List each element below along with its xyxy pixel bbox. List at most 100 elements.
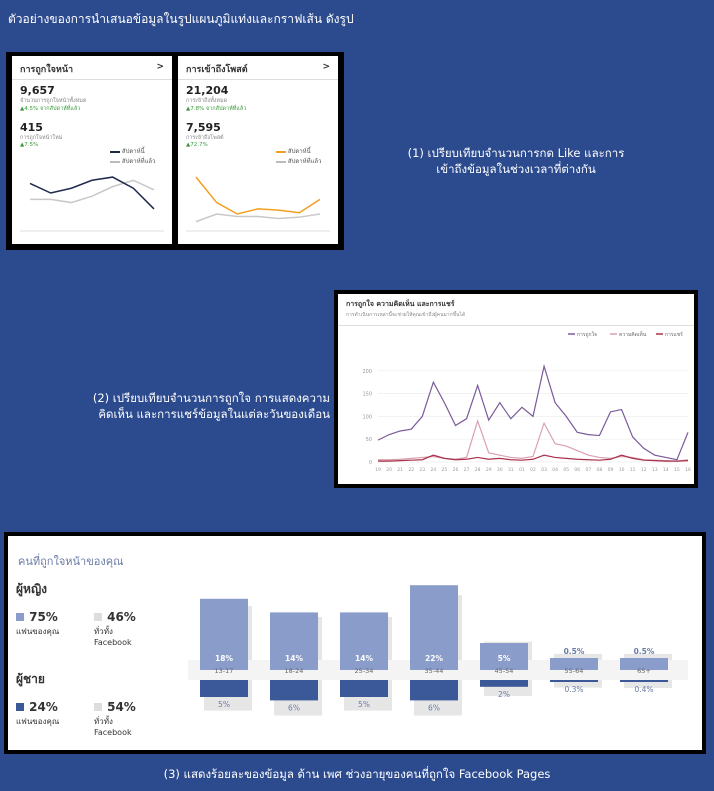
caption-2-line-2: คิดเห็น และการแชร์ข้อมูลในแต่ละวันของเดื… bbox=[98, 407, 330, 421]
likes-card-header[interactable]: การถูกใจหน้า > bbox=[12, 56, 172, 80]
divider bbox=[338, 325, 694, 326]
women-bar bbox=[200, 598, 248, 670]
legend-this-week: สัปดาห์นี้ bbox=[121, 148, 145, 155]
x-tick-label: 05 bbox=[563, 467, 569, 473]
total-reach-label: การเข้าถึงทั้งหมด bbox=[186, 98, 228, 104]
new-likes-label: การถูกใจหน้าใหม่ bbox=[20, 135, 63, 141]
facebook-women-bar bbox=[554, 653, 602, 660]
reach-card-header[interactable]: การเข้าถึงโพสต์ > bbox=[178, 56, 338, 80]
men-bar bbox=[270, 680, 318, 701]
facebook-men-bar bbox=[554, 680, 602, 688]
men-fans-stat: 24% แฟนของคุณ bbox=[16, 696, 59, 728]
facebook-swatch bbox=[94, 703, 102, 711]
likes-card[interactable]: การถูกใจหน้า > 9,657 จำนวนการถูกใจหน้าทั… bbox=[12, 56, 172, 244]
legend-swatch-last-week bbox=[276, 160, 286, 163]
y-tick-label: 50 bbox=[366, 437, 372, 443]
women-bar bbox=[410, 585, 458, 670]
x-tick-label: 12 bbox=[641, 467, 647, 473]
x-tick-label: 19 bbox=[375, 467, 381, 473]
x-tick-label: 27 bbox=[464, 467, 470, 473]
women-fans-stat: 75% แฟนของคุณ bbox=[16, 606, 59, 638]
age-category-label: 65+ bbox=[637, 667, 651, 675]
men-facebook-label-1: ทั่วทั้ง bbox=[94, 717, 113, 726]
women-bar-label: 18% bbox=[215, 654, 233, 663]
x-tick-label: 13 bbox=[652, 467, 658, 473]
total-likes-value: 9,657 bbox=[20, 84, 55, 97]
x-tick-label: 07 bbox=[585, 467, 591, 473]
x-tick-label: 04 bbox=[552, 467, 558, 473]
legend-swatch-last-week bbox=[110, 160, 120, 163]
women-bar bbox=[480, 643, 528, 670]
x-tick-label: 10 bbox=[619, 467, 625, 473]
women-bar bbox=[270, 612, 318, 670]
likes-legend: สัปดาห์นี้ สัปดาห์ที่แล้ว bbox=[110, 146, 155, 166]
men-facebook-pct: 54% bbox=[107, 700, 136, 714]
legend-label-2: การแชร์ bbox=[665, 331, 683, 338]
age-category-label: 45-54 bbox=[495, 667, 514, 675]
legend-swatch-this-week bbox=[110, 150, 120, 153]
caption-2: (2) เปรียบเทียบจำนวนการถูกใจ การแสดงความ… bbox=[20, 390, 330, 422]
age-category-label: 55-64 bbox=[565, 667, 584, 675]
women-bar-label: 14% bbox=[285, 654, 303, 663]
x-tick-label: 22 bbox=[408, 467, 414, 473]
men-bar-label: 2% bbox=[498, 690, 510, 699]
x-tick-label: 01 bbox=[519, 467, 525, 473]
series-line-2 bbox=[378, 454, 689, 462]
likes-card-title: การถูกใจหน้า bbox=[20, 65, 74, 75]
page-title: ตัวอย่างของการนำเสนอข้อมูลในรูปแผนภูมิแท… bbox=[8, 12, 354, 26]
women-bar bbox=[620, 658, 668, 670]
women-bar bbox=[550, 658, 598, 670]
post-reach-label: การเข้าถึงโพสต์ bbox=[186, 135, 224, 141]
new-likes-change: ▲7.5% bbox=[20, 142, 39, 148]
y-tick-label: 0 bbox=[369, 460, 372, 466]
likes-line-chart bbox=[20, 176, 164, 232]
chevron-right-icon[interactable]: > bbox=[156, 62, 164, 72]
women-bar-label: 0.5% bbox=[564, 647, 585, 656]
women-bar-label: 5% bbox=[498, 654, 511, 663]
x-tick-label: 28 bbox=[475, 467, 481, 473]
series-line-1 bbox=[195, 213, 321, 223]
women-bar-label: 14% bbox=[355, 654, 373, 663]
caption-1-line-2: เข้าถึงข้อมูลในช่วงเวลาที่ต่างกัน bbox=[436, 162, 596, 176]
age-gender-bar-chart: 18% 5% 13-17 14% 6% 18-24 14% 5% 25-34 22% 6% 35-44… bbox=[188, 585, 688, 716]
legend-label-1: ความคิดเห็น bbox=[619, 330, 647, 338]
series-line-1 bbox=[378, 419, 689, 462]
series-line-0 bbox=[29, 176, 155, 210]
women-bar-label: 0.5% bbox=[634, 647, 655, 656]
chevron-right-icon[interactable]: > bbox=[322, 62, 330, 72]
engagement-panel: การถูกใจ ความคิดเห็น และการแชร์ การดำเนิ… bbox=[334, 290, 698, 488]
men-fans-label: แฟนของคุณ bbox=[16, 717, 60, 726]
facebook-women-bar bbox=[624, 653, 672, 660]
women-label: ผู้หญิง bbox=[16, 582, 48, 596]
facebook-swatch bbox=[94, 613, 102, 621]
total-likes-label: จำนวนการถูกใจหน้าทั้งหมด bbox=[20, 98, 87, 104]
men-bar bbox=[550, 680, 598, 682]
caption-1: (1) เปรียบเทียบจำนวนการกด Like และการ เข… bbox=[386, 145, 646, 177]
total-likes-change: ▲4.5% จากสัปดาห์ที่แล้ว bbox=[20, 106, 81, 112]
x-tick-label: 20 bbox=[386, 467, 392, 473]
legend-this-week: สัปดาห์นี้ bbox=[287, 148, 311, 155]
x-tick-label: 08 bbox=[597, 467, 603, 473]
x-tick-label: 31 bbox=[508, 467, 514, 473]
women-fans-pct: 75% bbox=[29, 610, 58, 624]
engagement-subtitle: การดำเนินการเหล่านี้จะช่วยให้คุณเข้าถึงผ… bbox=[346, 312, 466, 318]
engagement-line-chart: การถูกใจ ความคิดเห็น การแชร์ 05 0 10 01 50 200 19… bbox=[362, 330, 691, 473]
y-tick-label: 200 bbox=[362, 369, 372, 375]
reach-card[interactable]: การเข้าถึงโพสต์ > 21,204 การเข้าถึงทั้งห… bbox=[178, 56, 338, 244]
series-line-1 bbox=[30, 179, 155, 204]
reach-legend: สัปดาห์นี้ สัปดาห์ที่แล้ว bbox=[276, 146, 321, 166]
women-facebook-label-2: Facebook bbox=[94, 638, 132, 647]
x-tick-label: 06 bbox=[574, 467, 580, 473]
men-bar-label: 6% bbox=[288, 703, 300, 712]
men-bar-label: 0.3% bbox=[564, 685, 583, 694]
legend-swatch-this-week bbox=[276, 150, 286, 153]
x-tick-label: 16 bbox=[685, 467, 691, 473]
facebook-men-bar bbox=[624, 680, 672, 689]
men-bar-label: 6% bbox=[428, 703, 440, 712]
women-facebook-label-1: ทั่วทั้ง bbox=[94, 627, 113, 636]
legend-label-0: การถูกใจ bbox=[577, 331, 597, 338]
men-bar bbox=[480, 680, 528, 687]
men-facebook-label-2: Facebook bbox=[94, 728, 132, 737]
total-reach-change: ▲7.8% จากสัปดาห์ที่แล้ว bbox=[186, 106, 247, 112]
caption-1-line-1: (1) เปรียบเทียบจำนวนการกด Like และการ bbox=[407, 146, 625, 160]
